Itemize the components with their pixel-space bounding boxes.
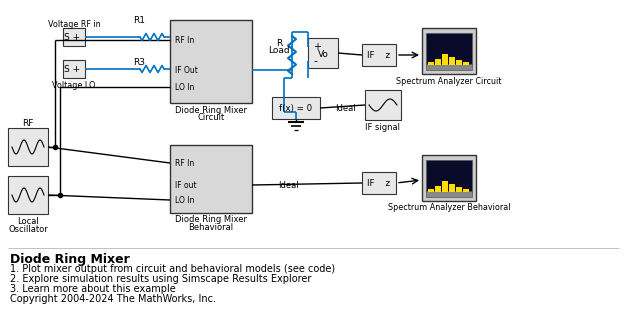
Bar — [362, 172, 396, 194]
Text: LO In: LO In — [175, 82, 194, 92]
Bar — [435, 186, 441, 192]
Text: 2. Explore simulation results using Simscape Results Explorer: 2. Explore simulation results using Sims… — [10, 274, 312, 284]
Text: Diode Ring Mixer: Diode Ring Mixer — [175, 106, 247, 115]
Bar — [442, 54, 448, 65]
Text: Copyright 2004-2024 The MathWorks, Inc.: Copyright 2004-2024 The MathWorks, Inc. — [10, 294, 216, 304]
Bar — [442, 181, 448, 192]
Bar — [426, 160, 472, 192]
Bar — [449, 184, 455, 192]
Bar — [8, 176, 48, 214]
Text: IF    z: IF z — [367, 178, 391, 187]
Text: IF    z: IF z — [367, 50, 391, 59]
Text: Behavioral: Behavioral — [189, 222, 234, 231]
Bar — [170, 145, 252, 213]
Text: IF Out: IF Out — [175, 65, 198, 74]
Bar — [308, 38, 338, 68]
Bar — [272, 97, 320, 119]
Text: +: + — [313, 42, 321, 52]
Bar — [426, 64, 472, 70]
Text: 1. Plot mixer output from circuit and behavioral models (see code): 1. Plot mixer output from circuit and be… — [10, 264, 335, 274]
Text: IF signal: IF signal — [366, 123, 401, 132]
Text: Load: Load — [268, 45, 290, 54]
Text: Local: Local — [17, 217, 39, 226]
Text: f(x) = 0: f(x) = 0 — [280, 104, 313, 113]
Text: R1: R1 — [133, 15, 145, 24]
Bar — [365, 90, 401, 120]
Text: Ideal: Ideal — [278, 180, 298, 189]
Text: -: - — [313, 56, 317, 66]
Bar — [456, 60, 462, 65]
Text: Vo: Vo — [317, 49, 329, 58]
Text: Diode Ring Mixer: Diode Ring Mixer — [10, 253, 130, 266]
Text: Diode Ring Mixer: Diode Ring Mixer — [175, 215, 247, 224]
Bar — [422, 155, 476, 201]
Text: Circuit: Circuit — [198, 113, 224, 122]
Text: Voltage RF in: Voltage RF in — [48, 19, 100, 28]
Text: RF In: RF In — [175, 35, 194, 44]
Text: LO In: LO In — [175, 195, 194, 204]
Bar — [63, 60, 85, 78]
Text: RF In: RF In — [175, 159, 194, 167]
Text: IF out: IF out — [175, 180, 197, 189]
Bar — [449, 57, 455, 65]
Text: Ideal: Ideal — [335, 104, 356, 113]
Text: RF: RF — [23, 119, 34, 128]
Bar — [463, 62, 469, 65]
Bar — [428, 189, 434, 192]
Bar — [8, 128, 48, 166]
Text: R3: R3 — [133, 57, 145, 66]
Bar — [422, 28, 476, 74]
Bar — [428, 62, 434, 65]
Text: Spectrum Analyzer Behavioral: Spectrum Analyzer Behavioral — [387, 203, 510, 212]
Text: R: R — [276, 38, 282, 47]
Text: Voltage LO: Voltage LO — [52, 80, 96, 90]
Bar — [362, 44, 396, 66]
Text: Spectrum Analyzer Circuit: Spectrum Analyzer Circuit — [396, 76, 502, 86]
Text: 3. Learn more about this example: 3. Learn more about this example — [10, 284, 176, 294]
Text: Oscillator: Oscillator — [8, 224, 48, 233]
Bar — [426, 191, 472, 197]
Bar — [426, 33, 472, 65]
Bar — [63, 28, 85, 46]
Text: S +: S + — [64, 64, 80, 73]
Bar — [170, 20, 252, 103]
Text: S +: S + — [64, 32, 80, 41]
Bar — [463, 189, 469, 192]
Bar — [456, 187, 462, 192]
Bar — [435, 59, 441, 65]
